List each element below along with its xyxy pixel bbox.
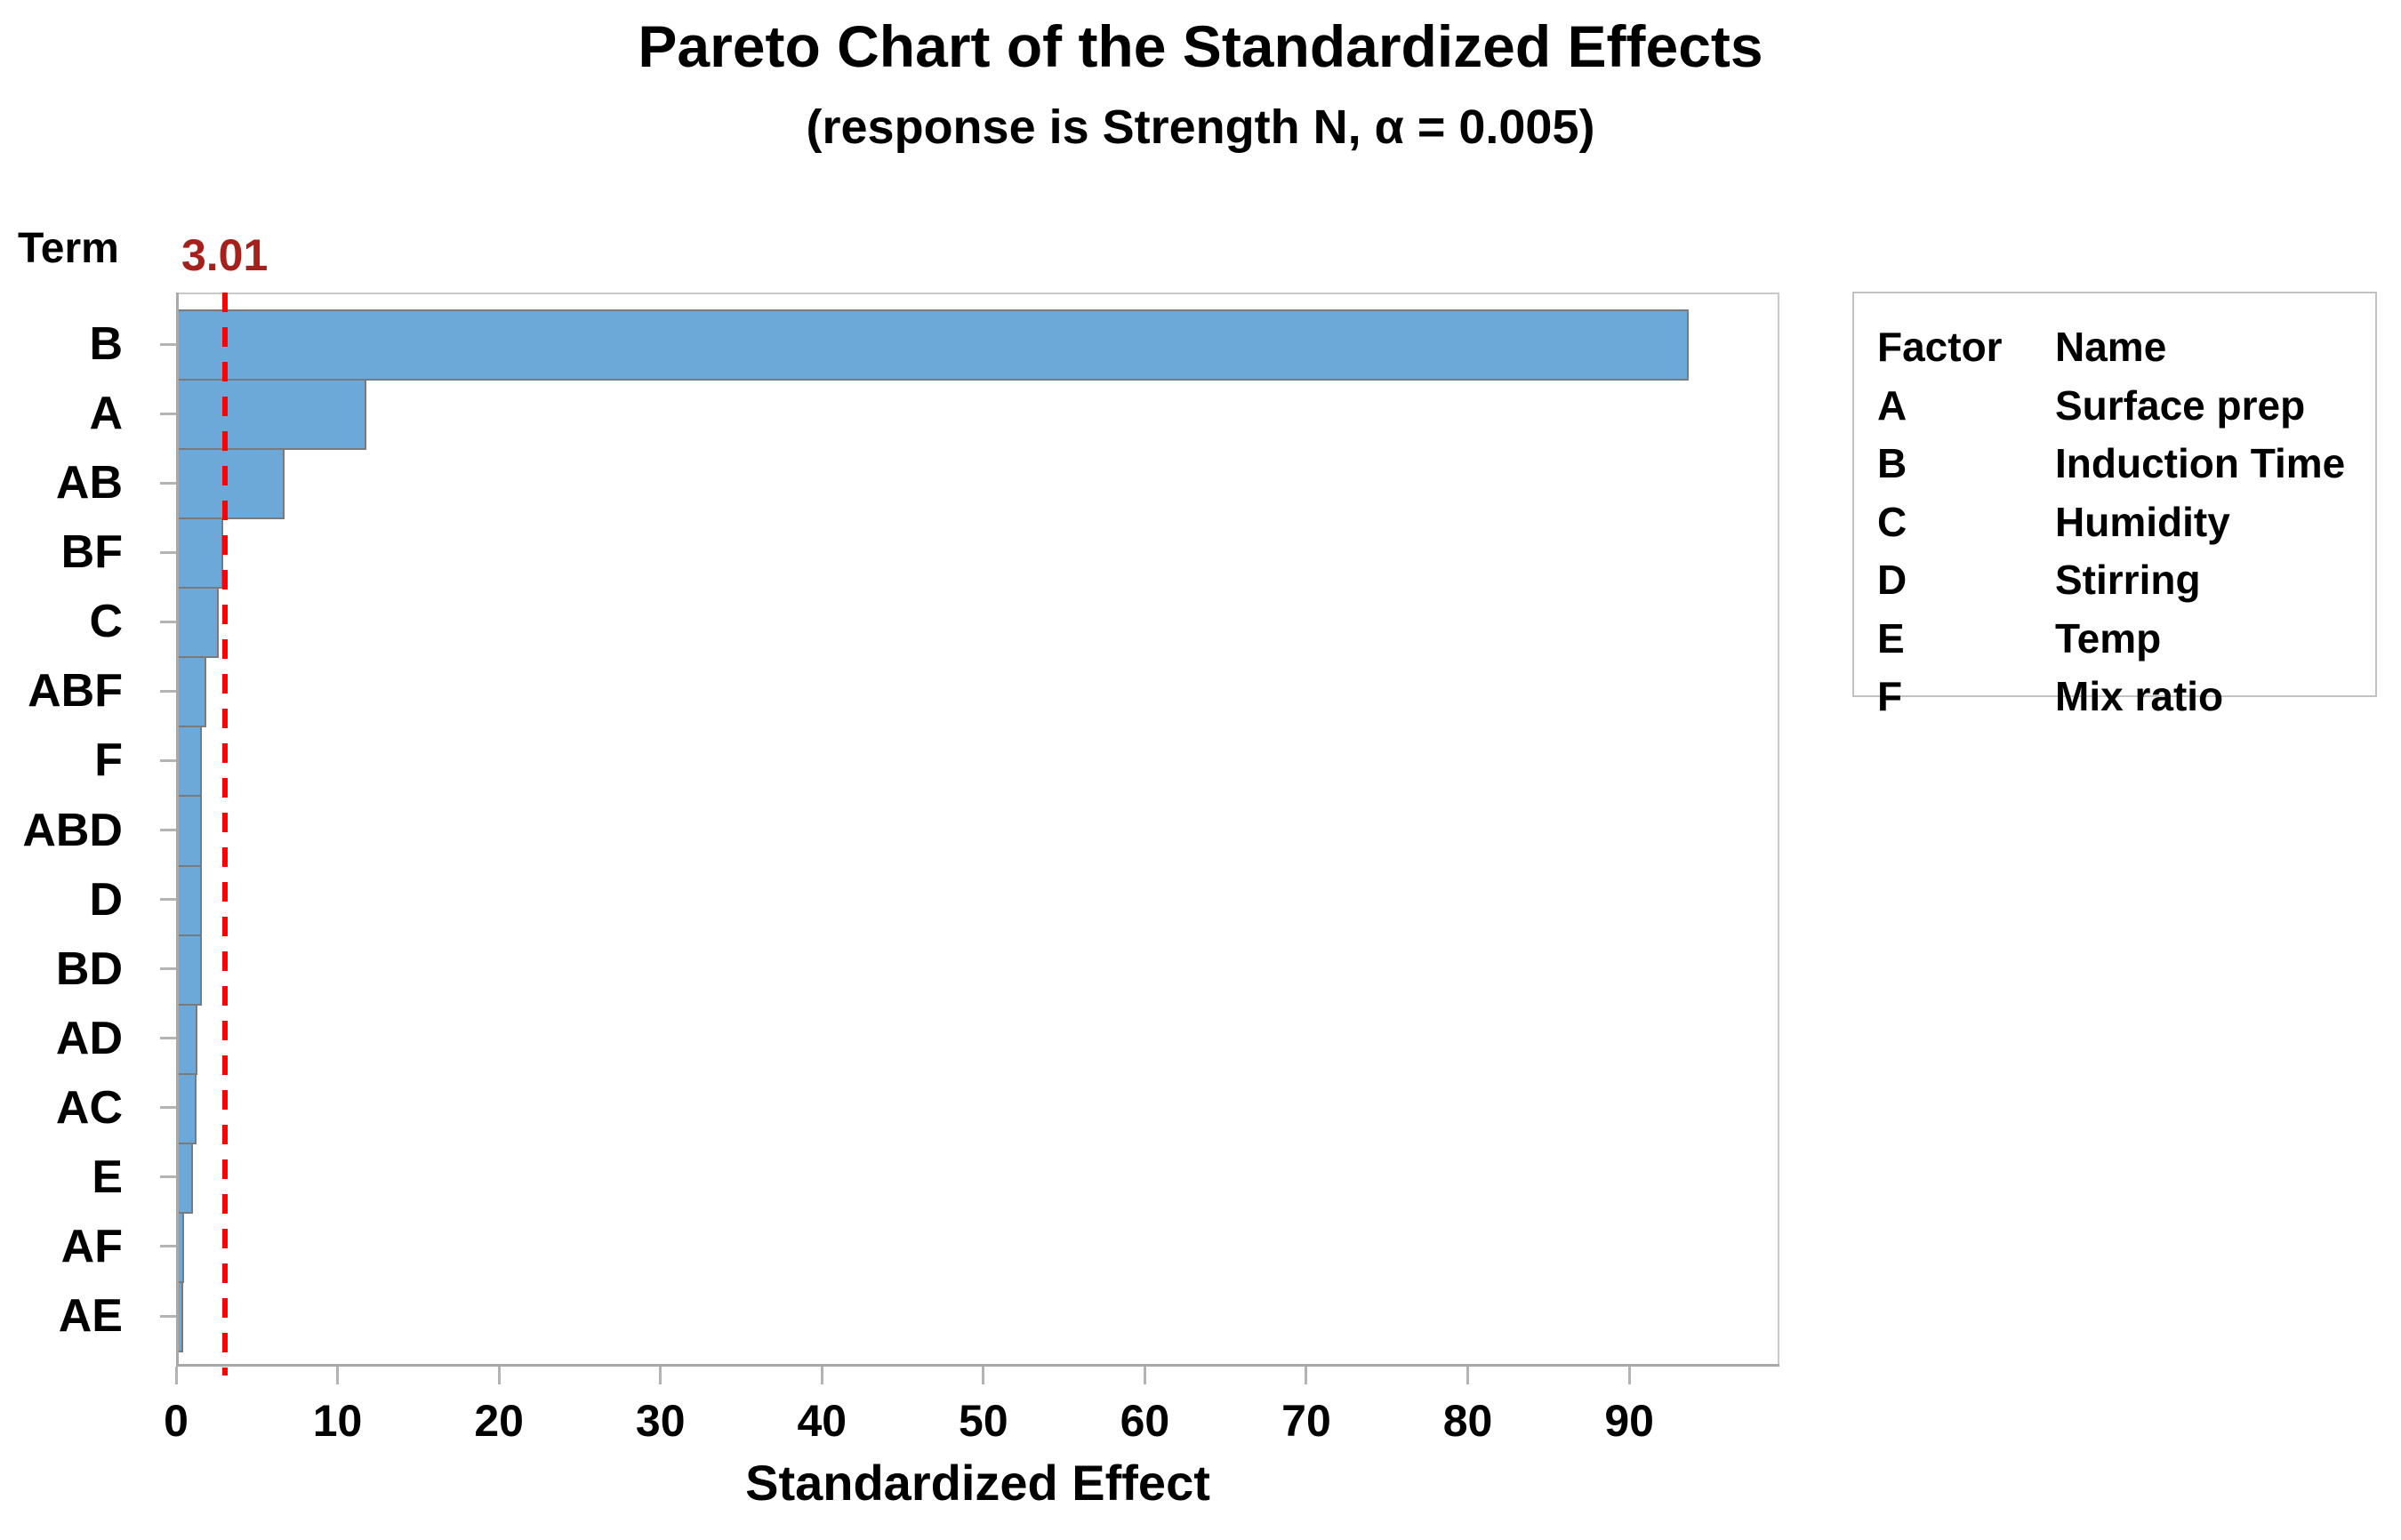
legend-factor: C [1877,498,1907,545]
term-label-BD: BD [55,942,123,995]
x-tick-label-40: 40 [797,1396,847,1446]
term-label-F: F [94,734,123,787]
y-tick [160,1314,176,1318]
reference-line-label: 3.01 [181,230,269,280]
x-tick [174,1367,178,1384]
legend-name-header: Name [2055,324,2167,370]
pareto-bar-AD [176,1003,197,1075]
term-label-AC: AC [55,1081,123,1134]
pareto-bar-BD [176,934,202,1006]
pareto-bar-ABD [176,795,203,867]
legend-row-A: A Surface prep [1877,382,2357,441]
pareto-bar-D [176,864,202,936]
term-label-D: D [89,873,123,926]
x-tick-label-30: 30 [635,1396,686,1446]
legend-factor: E [1877,614,1905,662]
y-tick [160,689,176,693]
legend-name: Stirring [2055,557,2201,603]
legend-row-B: B Induction Time [1877,440,2357,499]
legend-factor-header: Factor [1877,324,2003,370]
term-label-E: E [92,1151,123,1203]
y-tick [160,967,176,971]
pareto-bar-AC [176,1072,197,1144]
legend-rows-group: A Surface prep B Induction Time C Humidity D St… [1877,382,2357,732]
y-tick [160,758,176,762]
term-label-ABF: ABF [28,665,123,718]
y-tick [160,412,176,415]
x-tick [1466,1367,1470,1384]
reference-line [221,293,228,1376]
x-tick [497,1367,501,1384]
plot-area: B A AB BF C ABF F ABD D BD AD AC E AF AE 0 10 20 30 40 50 60… [22,293,2011,1540]
x-tick-label-60: 60 [1120,1396,1170,1446]
plot-frame [176,293,1779,1367]
y-tick [160,898,176,902]
chart-subtitle: (response is Strength N, α = 0.005) [806,100,1595,154]
x-tick-label-80: 80 [1442,1396,1493,1446]
x-tick [820,1367,823,1384]
x-tick-label-50: 50 [959,1396,1008,1446]
x-tick-label-70: 70 [1281,1396,1331,1446]
legend-row-F: F Mix ratio [1877,673,2357,732]
legend-name: Surface prep [2055,381,2306,429]
x-tick-label-90: 90 [1604,1396,1654,1446]
term-label-AE: AE [58,1290,123,1342]
y-tick [160,1175,176,1179]
term-label-AF: AF [60,1220,123,1272]
y-axis-header: Term [18,225,119,272]
x-axis-title: Standardized Effect [745,1455,1210,1511]
legend-name: Humidity [2055,498,2230,545]
legend-factor: A [1877,381,1907,429]
legend-row-C: C Humidity [1877,499,2357,557]
legend-name: Mix ratio [2055,673,2224,719]
x-tick-label-20: 20 [474,1396,524,1446]
term-label-BF: BF [60,526,123,579]
pareto-bar-ABF [176,656,207,728]
x-tick [1305,1367,1308,1384]
factor-legend: Factor Name A Surface prep B Induction Time… [1852,292,2377,719]
y-tick [160,1245,176,1248]
legend-name: Induction Time [2055,440,2346,486]
legend-name: Temp [2055,614,2162,662]
y-tick [160,342,176,346]
y-tick [160,481,176,485]
legend-factor: D [1877,557,1907,603]
y-tick [160,1037,176,1040]
chart-title: Pareto Chart of the Standardized Effects [638,13,1763,79]
x-tick-label-10: 10 [312,1396,363,1446]
x-tick [659,1367,662,1384]
x-tick [982,1367,985,1384]
y-tick [160,620,176,623]
x-tick-label-0: 0 [164,1396,189,1446]
y-tick [160,1106,176,1110]
x-axis-line [176,1364,1779,1367]
pareto-bar-AB [176,448,285,520]
term-label-ABD: ABD [22,804,123,856]
legend-header-row: Factor Name [1877,324,2357,382]
x-tick [1143,1367,1146,1384]
legend-row-E: E Temp [1877,615,2357,674]
term-label-AD: AD [55,1012,123,1064]
term-label-C: C [89,596,123,648]
pareto-bar-BF [176,517,224,590]
pareto-bar-F [176,726,203,798]
pareto-bar-C [176,587,220,659]
legend-factor: B [1877,440,1907,486]
x-tick [336,1367,340,1384]
legend-row-D: D Stirring [1877,557,2357,615]
pareto-bar-A [176,379,367,451]
x-tick [1627,1367,1631,1384]
term-label-B: B [89,318,123,371]
y-tick [160,550,176,554]
legend-factor: F [1877,673,1903,719]
pareto-bar-B [176,309,1690,381]
term-label-A: A [89,388,123,440]
term-label-AB: AB [55,457,123,509]
y-tick [160,829,176,832]
y-axis-line [176,293,179,1367]
